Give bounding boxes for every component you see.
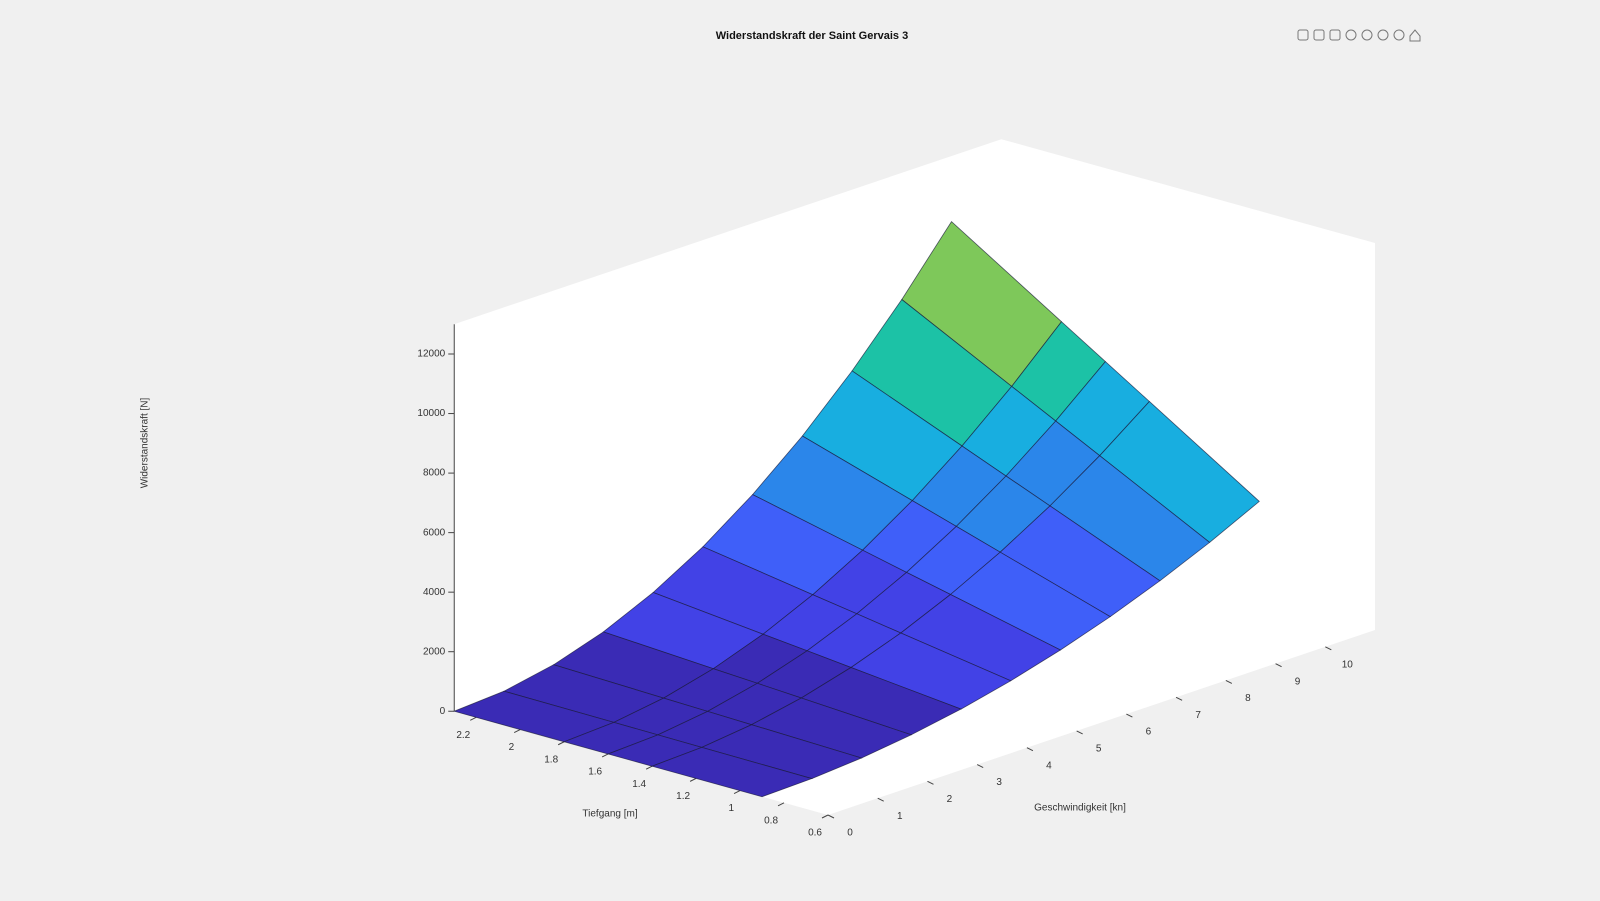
x-tick — [1126, 713, 1133, 718]
toolbar-icon[interactable] — [1361, 29, 1373, 41]
toolbar-icon[interactable] — [1345, 29, 1357, 41]
z-tick-label: 8000 — [423, 468, 446, 479]
x-tick-label: 5 — [1096, 744, 1102, 755]
x-tick-label: 10 — [1342, 659, 1354, 670]
toolbar-icon[interactable] — [1313, 29, 1325, 41]
y-tick-label: 1.2 — [676, 791, 690, 802]
y-tick — [689, 777, 697, 782]
z-tick-label: 0 — [440, 706, 446, 717]
x-tick — [877, 797, 884, 802]
y-tick-label: 1.6 — [588, 767, 602, 778]
x-tick-label: 9 — [1295, 676, 1301, 687]
y-tick-label: 1.4 — [632, 779, 646, 790]
toolbar-icon[interactable] — [1409, 29, 1421, 42]
chart-title: Widerstandskraft der Saint Gervais 3 — [716, 30, 908, 42]
y-tick-label: 2.2 — [456, 730, 470, 741]
x-tick — [1225, 680, 1233, 684]
x-tick — [1026, 747, 1034, 752]
x-tick — [927, 780, 934, 785]
toolbar-icon[interactable] — [1297, 29, 1309, 41]
x-tick — [1175, 696, 1183, 701]
surface — [452, 220, 1260, 798]
x-tick-label: 0 — [847, 828, 853, 839]
x-tick — [1076, 730, 1083, 735]
z-tick-label: 2000 — [423, 646, 446, 657]
x-tick-label: 4 — [1046, 760, 1052, 771]
y-axis-label: Tiefgang [m] — [582, 809, 637, 820]
toolbar-icon[interactable] — [1377, 29, 1389, 41]
toolbar-icon[interactable] — [1329, 29, 1341, 41]
z-tick-label: 4000 — [423, 587, 446, 598]
y-tick — [733, 790, 741, 795]
x-tick-label: 6 — [1146, 727, 1152, 738]
x-tick — [827, 814, 835, 819]
x-tick-label: 3 — [996, 777, 1002, 788]
x-tick-label: 2 — [947, 794, 953, 805]
x-tick-label: 7 — [1195, 710, 1201, 721]
surface-patch — [650, 746, 814, 798]
y-tick-label: 2 — [509, 742, 515, 753]
y-tick — [645, 765, 653, 770]
toolbar — [1297, 29, 1421, 42]
toolbar-icon[interactable] — [1393, 29, 1405, 41]
y-tick-label: 1.8 — [544, 754, 558, 765]
x-axis-label: Geschwindigkeit [kn] — [1034, 803, 1126, 814]
x-tick — [1325, 646, 1332, 651]
x-tick-label: 1 — [897, 811, 903, 822]
x-tick — [976, 764, 984, 768]
y-tick-label: 0.6 — [808, 828, 822, 839]
z-axis-label: Widerstandskraft [N] — [140, 397, 151, 488]
y-tick — [513, 729, 521, 733]
z-tick-label: 10000 — [417, 408, 445, 419]
x-tick-label: 8 — [1245, 693, 1251, 704]
y-tick — [777, 802, 785, 807]
y-tick — [821, 814, 829, 819]
y-tick — [470, 716, 477, 721]
y-tick-label: 1 — [728, 803, 734, 814]
y-tick — [557, 741, 565, 746]
z-tick-label: 12000 — [417, 349, 445, 360]
z-tick-label: 6000 — [423, 527, 446, 538]
y-tick-label: 0.8 — [764, 815, 778, 826]
x-tick — [1275, 663, 1282, 668]
y-tick — [601, 753, 609, 758]
